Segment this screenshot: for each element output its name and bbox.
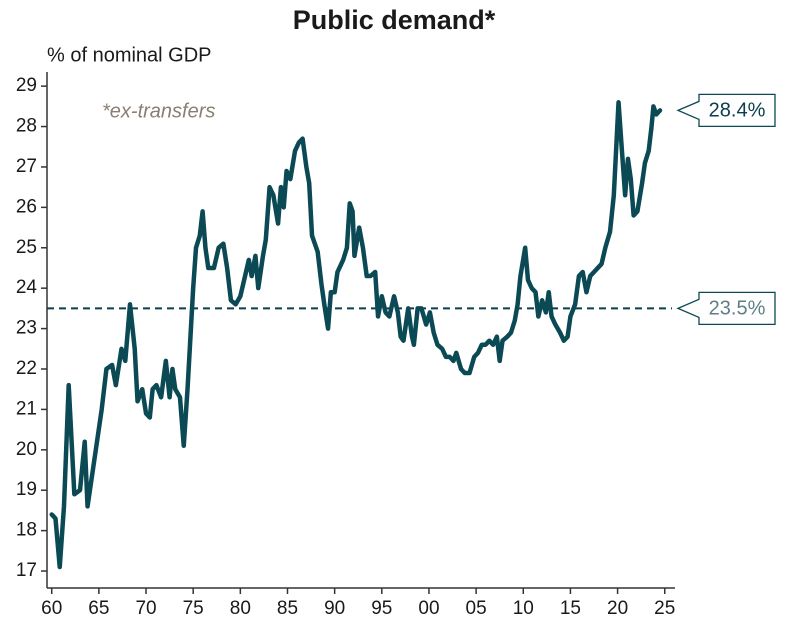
y-tick-label: 19	[16, 479, 37, 500]
x-tick-label: 75	[183, 598, 204, 619]
x-tick-label: 20	[607, 598, 628, 619]
x-tick-label: 05	[466, 598, 487, 619]
y-tick-label: 25	[16, 237, 37, 258]
y-tick-label: 20	[16, 439, 37, 460]
callout-box	[676, 291, 776, 326]
y-tick-label: 27	[16, 156, 37, 177]
x-tick-label: 90	[324, 598, 345, 619]
y-axis-label: % of nominal GDP	[47, 44, 212, 66]
callout-box	[676, 93, 776, 128]
chart-title: Public demand*	[293, 5, 496, 35]
y-tick-label: 23	[16, 318, 37, 339]
y-tick-label: 22	[16, 358, 37, 379]
y-tick-label: 17	[16, 560, 37, 581]
x-tick-label: 10	[513, 598, 534, 619]
x-tick-label: 25	[654, 598, 675, 619]
callout-label: 28.4%	[709, 100, 766, 122]
callout-label: 23.5%	[709, 298, 766, 320]
x-tick-label: 00	[418, 598, 439, 619]
x-tick-label: 95	[371, 598, 392, 619]
subtitle: *ex-transfers	[102, 100, 215, 122]
y-tick-label: 26	[16, 196, 37, 217]
x-tick-label: 70	[135, 598, 156, 619]
y-tick-label: 29	[16, 75, 37, 96]
y-tick-label: 18	[16, 520, 37, 541]
x-tick-label: 80	[230, 598, 251, 619]
x-tick-label: 15	[560, 598, 581, 619]
x-tick-label: 65	[88, 598, 109, 619]
x-tick-label: 85	[277, 598, 298, 619]
y-tick-label: 24	[16, 277, 38, 298]
data-line	[49, 100, 663, 570]
y-tick-label: 21	[16, 398, 37, 419]
y-tick-label: 28	[16, 116, 37, 137]
x-tick-label: 60	[41, 598, 62, 619]
